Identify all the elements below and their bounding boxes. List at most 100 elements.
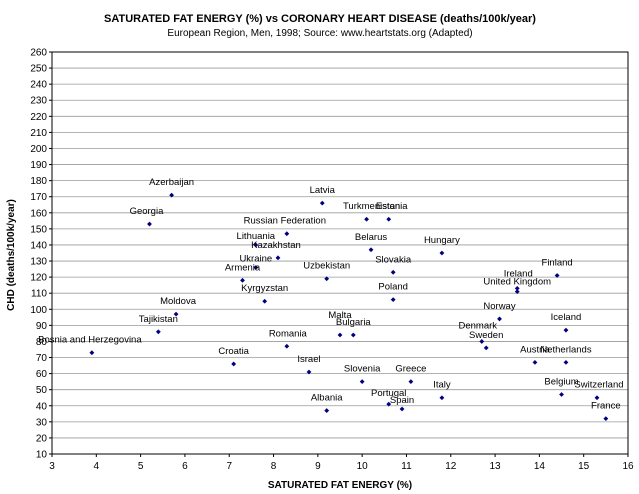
point-label: Iceland — [551, 312, 582, 323]
point-label: Poland — [378, 282, 408, 293]
data-point — [284, 343, 290, 349]
x-tick-label: 7 — [226, 461, 232, 472]
x-tick-label: 4 — [94, 461, 100, 472]
point-label: Turkmenistan — [343, 201, 400, 212]
point-label: Estonia — [376, 201, 408, 212]
chart-subtitle: European Region, Men, 1998; Source: www.… — [167, 28, 472, 39]
point-label: Armenia — [225, 262, 261, 273]
point-label: Portugal — [371, 388, 406, 399]
y-tick-label: 210 — [30, 128, 47, 139]
y-tick-label: 160 — [30, 208, 47, 219]
point-labels: Bosnia and Herzegovina Georgia Tajikistan A… — [38, 177, 623, 412]
data-point — [439, 250, 445, 256]
x-tick-label: 5 — [138, 461, 144, 472]
point-label: Malta — [328, 310, 352, 321]
data-point — [559, 392, 564, 397]
point-label: Spain — [390, 395, 414, 406]
x-tick-label: 9 — [315, 461, 321, 472]
data-point — [231, 361, 237, 367]
y-tick-label: 130 — [30, 257, 47, 268]
data-points — [89, 192, 609, 422]
data-point — [594, 395, 600, 401]
point-label: Norway — [483, 301, 515, 312]
y-tick-label: 80 — [36, 337, 48, 348]
y-tick-label: 220 — [30, 112, 47, 123]
data-point — [337, 332, 343, 338]
data-point — [262, 298, 268, 304]
y-axis-label: CHD (deaths/100k/year) — [6, 199, 17, 311]
y-tick-label: 10 — [36, 450, 48, 461]
x-tick-label: 8 — [271, 461, 277, 472]
data-point — [240, 277, 245, 283]
x-tick-label: 12 — [445, 461, 457, 472]
data-point — [253, 265, 259, 270]
data-point — [514, 285, 520, 291]
point-label: Tajikistan — [139, 314, 178, 325]
data-point — [399, 406, 405, 412]
point-label: Sweden — [469, 330, 503, 341]
point-label: Croatia — [218, 346, 249, 357]
y-tick-label: 70 — [36, 353, 48, 364]
point-label: Kyrgyzstan — [241, 283, 288, 294]
y-tick-label: 40 — [36, 401, 48, 412]
point-label: Slovakia — [375, 254, 412, 265]
point-label: Italy — [433, 380, 451, 391]
point-label: Moldova — [160, 296, 197, 307]
data-point — [390, 297, 396, 303]
point-label: United Kingdom — [483, 277, 551, 288]
point-label: France — [591, 401, 621, 412]
point-label: Bosnia and Herzegovina — [38, 335, 142, 346]
x-tick-label: 10 — [357, 461, 369, 472]
data-point — [169, 192, 175, 198]
point-label: Denmark — [459, 320, 498, 331]
x-axis-label: SATURATED FAT ENERGY (%) — [268, 480, 412, 491]
y-tick-label: 200 — [30, 144, 47, 155]
y-tick-label: 230 — [30, 96, 47, 107]
point-label: Romania — [269, 328, 308, 339]
y-tick-label: 30 — [36, 417, 48, 428]
point-label: Ireland — [504, 268, 533, 279]
x-tick-label: 15 — [578, 461, 590, 472]
y-tick-label: 110 — [31, 289, 47, 300]
data-point — [324, 408, 330, 413]
data-point — [350, 332, 356, 338]
data-point — [147, 221, 152, 227]
data-point — [563, 327, 569, 333]
y-tick-label: 240 — [30, 80, 47, 91]
x-tick-label: 16 — [622, 461, 634, 472]
data-point — [275, 255, 281, 261]
data-point — [89, 350, 95, 356]
data-point — [479, 339, 485, 344]
x-tick-label: 14 — [534, 461, 546, 472]
point-label: Russian Federation — [244, 216, 326, 227]
y-tick-label: 260 — [30, 48, 47, 59]
point-label: Finland — [542, 258, 573, 269]
data-point — [306, 369, 312, 375]
point-label: Slovenia — [344, 364, 381, 375]
y-tick-label: 180 — [30, 176, 47, 187]
point-label: Belgium — [544, 377, 578, 388]
data-point — [284, 231, 290, 237]
y-tick-label: 50 — [36, 385, 48, 396]
point-label: Uzbekistan — [303, 261, 350, 272]
data-point — [514, 289, 520, 294]
y-tick-label: 60 — [36, 369, 48, 380]
x-tick-label: 6 — [182, 461, 188, 472]
y-tick-label: 140 — [30, 240, 47, 251]
y-tick-label: 90 — [36, 321, 48, 332]
point-label: Austria — [520, 344, 550, 355]
y-tick-label: 190 — [30, 160, 47, 171]
data-point — [173, 311, 179, 317]
point-label: Ukraine — [239, 253, 272, 264]
data-point — [359, 379, 365, 385]
point-label: Bulgaria — [336, 317, 372, 328]
point-label: Albania — [311, 393, 343, 404]
gridlines — [52, 51, 628, 455]
data-point — [324, 276, 330, 282]
data-point — [319, 200, 325, 206]
data-point — [408, 379, 414, 385]
point-label: Latvia — [310, 185, 336, 196]
data-point — [364, 216, 369, 222]
point-label: Azerbaijan — [149, 177, 194, 188]
x-tick-label: 11 — [401, 461, 412, 472]
